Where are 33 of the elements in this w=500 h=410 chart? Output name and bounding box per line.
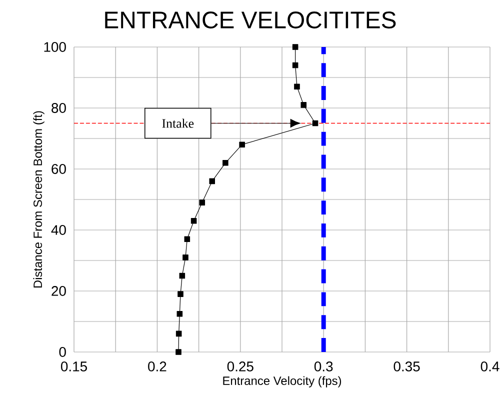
point [182,254,188,260]
point [184,236,190,242]
x-tick-label: 0.15 [60,362,87,372]
point [300,102,307,108]
x-tick-label: 0.4 [480,362,500,372]
point [239,142,245,148]
y-tick-label: 0 [59,347,66,357]
point [199,200,206,206]
y-tick-label: 40 [51,225,66,235]
x-tick-label: 0.3 [314,362,333,372]
x-tick-label: 0.35 [394,362,420,372]
x-axis-title: Entrance Velocity (fps) [223,376,342,388]
chart-title: ENTRANCE VELOCITITES [105,12,396,28]
point [179,272,186,279]
annotation: Intake [162,118,194,128]
point [312,120,318,126]
point [222,160,228,166]
point [176,330,182,337]
x-tick-label: 0.2 [148,362,166,372]
y-axis-title: Distance From Screen Bottom (ft) [33,111,44,288]
y-tick-label: 20 [52,286,66,296]
x-tick-label: 0.25 [227,362,254,372]
point [209,178,216,184]
point [292,62,298,68]
y-tick-label: 80 [52,103,66,113]
point [190,218,197,224]
point [292,44,298,50]
point [294,84,300,90]
point [178,291,184,297]
y-tick-label: 60 [52,164,66,174]
point [176,349,182,355]
point [176,310,183,317]
y-tick-label: 100 [44,42,66,52]
